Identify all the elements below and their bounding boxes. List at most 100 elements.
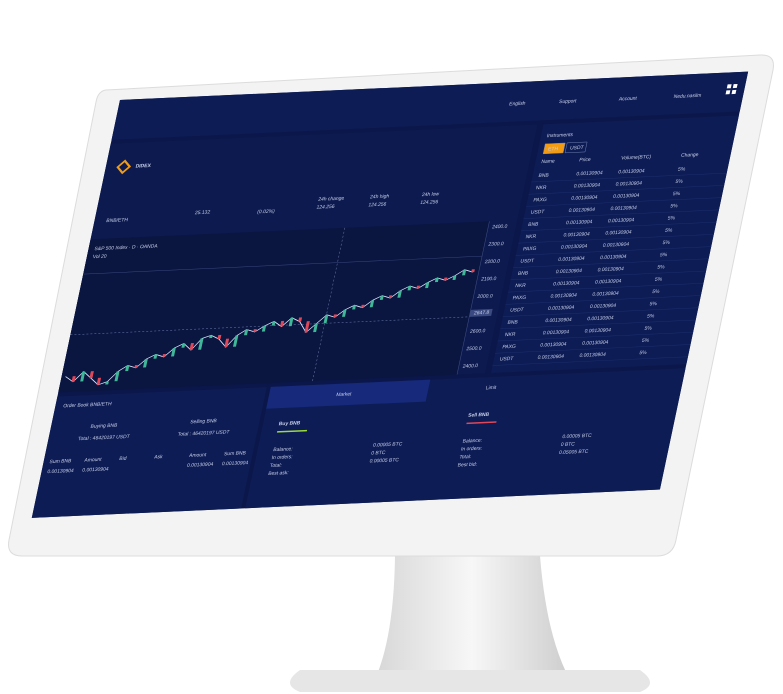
instrument-cell: BNB bbox=[507, 319, 519, 325]
instrument-tab[interactable]: USDT bbox=[569, 145, 584, 152]
instrument-cell: 0.00130904 bbox=[571, 195, 599, 202]
candle bbox=[434, 277, 439, 283]
instrument-cell: 0.00130904 bbox=[594, 278, 622, 285]
field-label: Balance: bbox=[462, 438, 483, 445]
instrument-cell: 0.00130904 bbox=[545, 317, 573, 324]
candle bbox=[304, 321, 310, 333]
book-header: Bid bbox=[119, 456, 128, 462]
field-label: Total: bbox=[269, 463, 282, 469]
grid-icon[interactable] bbox=[732, 83, 738, 89]
book-header: Amount bbox=[84, 457, 103, 464]
instrument-cell: 5% bbox=[652, 289, 661, 295]
buy-title: Buy BNB bbox=[278, 420, 301, 427]
instrument-cell: 5% bbox=[664, 228, 673, 234]
candle bbox=[125, 365, 130, 372]
instrument-cell: 5% bbox=[657, 264, 666, 270]
instrument-cell: 0.00130904 bbox=[607, 217, 635, 224]
instruments-title: Instruments bbox=[546, 132, 574, 139]
instrument-cell: USDT bbox=[520, 258, 535, 265]
change-pct: (0.02%) bbox=[257, 209, 276, 216]
instrument-cell: 0.00130904 bbox=[597, 266, 625, 273]
instrument-cell: 5% bbox=[667, 215, 676, 221]
candle bbox=[209, 335, 213, 339]
stat-label: 24h low bbox=[421, 191, 440, 198]
instrument-tab[interactable]: ETH bbox=[547, 146, 559, 152]
trade-tab[interactable]: Limit bbox=[485, 385, 497, 391]
candle bbox=[89, 371, 94, 379]
trade-tab[interactable]: Market bbox=[336, 391, 353, 398]
candle bbox=[217, 334, 222, 340]
row-divider bbox=[500, 319, 696, 330]
candle bbox=[471, 269, 475, 273]
candle bbox=[379, 295, 384, 300]
stand-base bbox=[290, 670, 650, 692]
row-divider bbox=[515, 246, 712, 256]
instrument-cell: 0.00130904 bbox=[581, 340, 609, 347]
tab-bg[interactable] bbox=[542, 142, 566, 155]
axis-label: 2400.0 bbox=[491, 224, 508, 231]
instrument-cell: 5% bbox=[675, 179, 684, 185]
candle bbox=[114, 371, 120, 382]
instrument-cell: NKR bbox=[504, 332, 516, 338]
candle bbox=[80, 371, 86, 382]
buy-underline bbox=[276, 429, 308, 433]
instrument-cell: 5% bbox=[670, 203, 679, 209]
field-value: 0.00005 BTC bbox=[562, 433, 593, 440]
logo-icon bbox=[116, 159, 132, 175]
order-book-title: Order Book BNB/ETH bbox=[63, 401, 113, 409]
chart-legend: S&P 500 Index · D · OANDA bbox=[94, 243, 159, 252]
field-value: 0.00005 BTC bbox=[372, 441, 403, 448]
instrument-cell: 0.00130904 bbox=[565, 219, 593, 226]
instrument-cell: 0.00130904 bbox=[615, 181, 643, 188]
column-header: Name bbox=[541, 159, 556, 166]
instrument-cell: 0.00130904 bbox=[592, 291, 620, 298]
instrument-cell: 0.00130904 bbox=[610, 205, 638, 212]
field-value: 0.05005 BTC bbox=[558, 449, 589, 456]
candle bbox=[134, 364, 138, 368]
row-divider bbox=[520, 221, 717, 232]
price-line bbox=[65, 269, 473, 386]
candle bbox=[425, 282, 430, 289]
candle bbox=[153, 354, 158, 359]
selling-total: Total : 46420197 USDT bbox=[177, 429, 230, 437]
grid-icon[interactable] bbox=[726, 84, 732, 89]
instrument-cell: PAXG bbox=[522, 246, 537, 253]
instrument-cell: PAXG bbox=[502, 344, 517, 351]
candle bbox=[443, 277, 448, 281]
axis-label: 2400.0 bbox=[462, 363, 479, 370]
language-menu[interactable]: English bbox=[509, 101, 527, 108]
account-menu[interactable]: Account bbox=[618, 96, 638, 103]
column-header: Volume(BTC) bbox=[621, 154, 652, 161]
row-divider bbox=[523, 209, 719, 219]
price: 25.132 bbox=[194, 210, 211, 217]
candle bbox=[288, 317, 294, 327]
instrument-cell: USDT bbox=[509, 307, 524, 314]
field-label: Best bid: bbox=[457, 462, 478, 469]
instrument-cell: 0.00130904 bbox=[589, 303, 617, 310]
stat-label: 24h high bbox=[369, 194, 390, 201]
field-label: In orders: bbox=[271, 454, 293, 461]
instrument-cell: PAXG bbox=[512, 295, 527, 302]
sell-title: Sell BNB bbox=[467, 412, 490, 419]
instrument-cell: 0.00130904 bbox=[547, 305, 575, 312]
grid-icon[interactable] bbox=[725, 90, 731, 95]
axis-label: 2500.0 bbox=[466, 346, 483, 353]
book-header: Ask bbox=[154, 454, 164, 460]
axis-label: 2000.0 bbox=[477, 293, 494, 300]
instrument-cell: 0.00130904 bbox=[573, 182, 601, 189]
support-link[interactable]: Support bbox=[558, 98, 577, 105]
candle bbox=[352, 305, 356, 310]
top-bar bbox=[111, 71, 749, 140]
instrument-cell: BNB bbox=[517, 270, 529, 276]
candle bbox=[369, 300, 375, 308]
instrument-cell: 0.00130904 bbox=[605, 229, 633, 236]
user-menu[interactable]: Nedu.nasilm bbox=[673, 93, 702, 100]
tab-bg[interactable] bbox=[564, 141, 588, 154]
column-header: Change bbox=[680, 152, 699, 159]
candle bbox=[105, 381, 109, 385]
candle bbox=[452, 275, 457, 280]
instrument-cell: 0.00130904 bbox=[555, 268, 583, 275]
grid-icon[interactable] bbox=[731, 89, 737, 95]
chart-divider bbox=[83, 255, 483, 275]
